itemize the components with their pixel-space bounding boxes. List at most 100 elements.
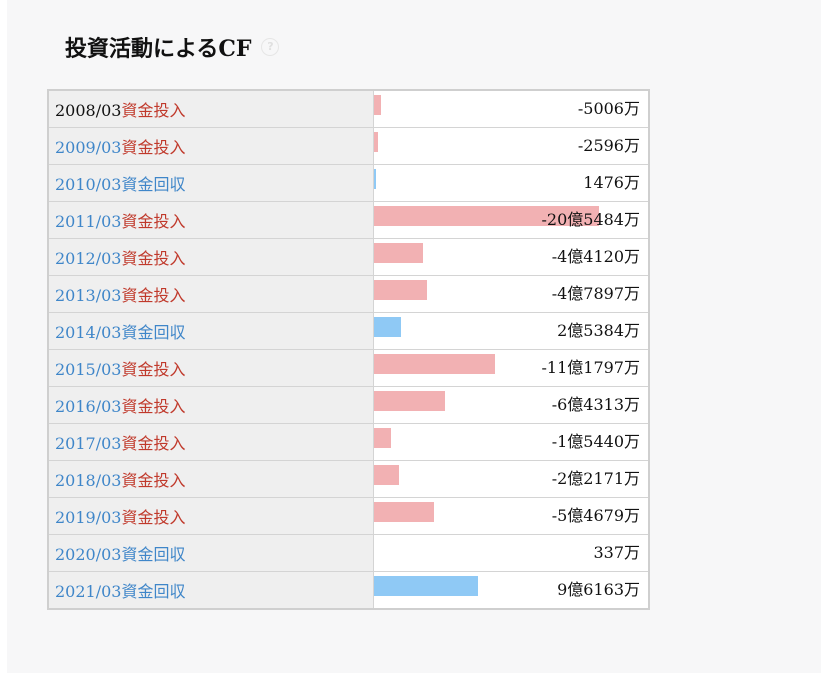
invest-bar (374, 280, 427, 300)
bar-cell: 1476万 (373, 164, 650, 202)
cf-type-label: 資金回収 (121, 323, 186, 342)
year-link[interactable]: 2019/03 (55, 508, 122, 527)
amount-value: -2億2171万 (551, 469, 640, 488)
section-heading: 投資活動によるCF ? (65, 30, 280, 64)
year-link[interactable]: 2014/03 (55, 323, 122, 342)
year-link[interactable]: 2012/03 (55, 249, 122, 268)
amount-value: -4億4120万 (551, 247, 640, 266)
table-row: 2018/03資金投入 -2億2171万 (47, 460, 650, 498)
table-row: 2010/03資金回収 1476万 (47, 164, 650, 202)
cf-type-label: 資金回収 (121, 545, 186, 564)
year-link[interactable]: 2009/03 (55, 138, 122, 157)
table-row: 2012/03資金投入 -4億4120万 (47, 238, 650, 276)
bar-cell: -2596万 (373, 127, 650, 165)
table-row: 2016/03資金投入 -6億4313万 (47, 386, 650, 424)
bar-cell: -1億5440万 (373, 423, 650, 461)
row-label: 2010/03資金回収 (47, 164, 374, 202)
question-circle-icon[interactable]: ? (261, 38, 280, 56)
invest-bar (374, 243, 423, 263)
row-label: 2008/03資金投入 (47, 89, 374, 128)
year-link[interactable]: 2021/03 (55, 582, 122, 601)
row-label: 2018/03資金投入 (47, 460, 374, 498)
amount-value: 1476万 (583, 173, 640, 192)
cf-type-label: 資金投入 (121, 286, 186, 305)
row-label: 2016/03資金投入 (47, 386, 374, 424)
cf-type-label: 資金投入 (121, 434, 186, 453)
year-link[interactable]: 2015/03 (55, 360, 122, 379)
row-label: 2021/03資金回収 (47, 571, 374, 610)
row-label: 2019/03資金投入 (47, 497, 374, 535)
invest-bar (374, 354, 495, 374)
cf-type-label: 資金投入 (121, 397, 186, 416)
invest-bar (374, 132, 378, 152)
section-title: 投資活動によるCF (65, 36, 252, 62)
bar-cell: -11億1797万 (373, 349, 650, 387)
table-row: 2019/03資金投入 -5億4679万 (47, 497, 650, 535)
table-row: 2021/03資金回収 9億6163万 (47, 571, 650, 610)
bar-cell: -5006万 (373, 89, 650, 128)
row-label: 2012/03資金投入 (47, 238, 374, 276)
amount-value: 2億5384万 (557, 321, 640, 340)
cf-type-label: 資金投入 (121, 212, 186, 231)
year-link[interactable]: 2016/03 (55, 397, 122, 416)
bar-cell: -4億4120万 (373, 238, 650, 276)
invest-bar (374, 391, 445, 411)
bar-cell: 2億5384万 (373, 312, 650, 350)
row-label: 2014/03資金回収 (47, 312, 374, 350)
year-link[interactable]: 2018/03 (55, 471, 122, 490)
collect-bar (374, 317, 401, 337)
year-link[interactable]: 2010/03 (55, 175, 122, 194)
collect-bar (374, 576, 478, 596)
year-link: 2008/03 (55, 101, 122, 120)
amount-value: -20億5484万 (541, 210, 641, 229)
bar-cell: 337万 (373, 534, 650, 572)
row-label: 2013/03資金投入 (47, 275, 374, 313)
year-link[interactable]: 2011/03 (55, 212, 122, 231)
table-row: 2017/03資金投入 -1億5440万 (47, 423, 650, 461)
bar-cell: -4億7897万 (373, 275, 650, 313)
row-label: 2020/03資金回収 (47, 534, 374, 572)
amount-value: -2596万 (577, 136, 640, 155)
table-row: 2009/03資金投入 -2596万 (47, 127, 650, 165)
invest-bar (374, 95, 381, 115)
collect-bar (374, 169, 376, 189)
invest-bar (374, 428, 391, 448)
amount-value: -5006万 (577, 99, 640, 118)
amount-value: 337万 (593, 543, 640, 562)
row-label: 2011/03資金投入 (47, 201, 374, 239)
table-row: 2011/03資金投入 -20億5484万 (47, 201, 650, 239)
cf-type-label: 資金投入 (121, 249, 186, 268)
amount-value: -11億1797万 (541, 358, 641, 377)
row-label: 2017/03資金投入 (47, 423, 374, 461)
amount-value: -1億5440万 (551, 432, 640, 451)
investing-cf-table: 2008/03資金投入 -5006万 2009/03資金投入 -2596万 2010/0… (47, 89, 650, 610)
cf-type-label: 資金投入 (121, 101, 186, 120)
bar-cell: -20億5484万 (373, 201, 650, 239)
invest-bar (374, 206, 599, 226)
bar-cell: -6億4313万 (373, 386, 650, 424)
cf-type-label: 資金回収 (121, 582, 186, 601)
year-link[interactable]: 2020/03 (55, 545, 122, 564)
cf-type-label: 資金投入 (121, 471, 186, 490)
cf-type-label: 資金回収 (121, 175, 186, 194)
bar-cell: 9億6163万 (373, 571, 650, 610)
amount-value: -6億4313万 (551, 395, 640, 414)
table-body: 2008/03資金投入 -5006万 2009/03資金投入 -2596万 2010/0… (47, 89, 650, 610)
row-label: 2009/03資金投入 (47, 127, 374, 165)
amount-value: -4億7897万 (551, 284, 640, 303)
table-row: 2015/03資金投入 -11億1797万 (47, 349, 650, 387)
row-label: 2015/03資金投入 (47, 349, 374, 387)
amount-value: -5億4679万 (551, 506, 640, 525)
table-row: 2013/03資金投入 -4億7897万 (47, 275, 650, 313)
invest-bar (374, 465, 399, 485)
table-row: 2020/03資金回収 337万 (47, 534, 650, 572)
cf-type-label: 資金投入 (121, 138, 186, 157)
amount-value: 9億6163万 (557, 580, 640, 599)
year-link[interactable]: 2013/03 (55, 286, 122, 305)
cf-type-label: 資金投入 (121, 508, 186, 527)
year-link[interactable]: 2017/03 (55, 434, 122, 453)
table-row: 2014/03資金回収 2億5384万 (47, 312, 650, 350)
invest-bar (374, 502, 434, 522)
bar-cell: -2億2171万 (373, 460, 650, 498)
bar-cell: -5億4679万 (373, 497, 650, 535)
